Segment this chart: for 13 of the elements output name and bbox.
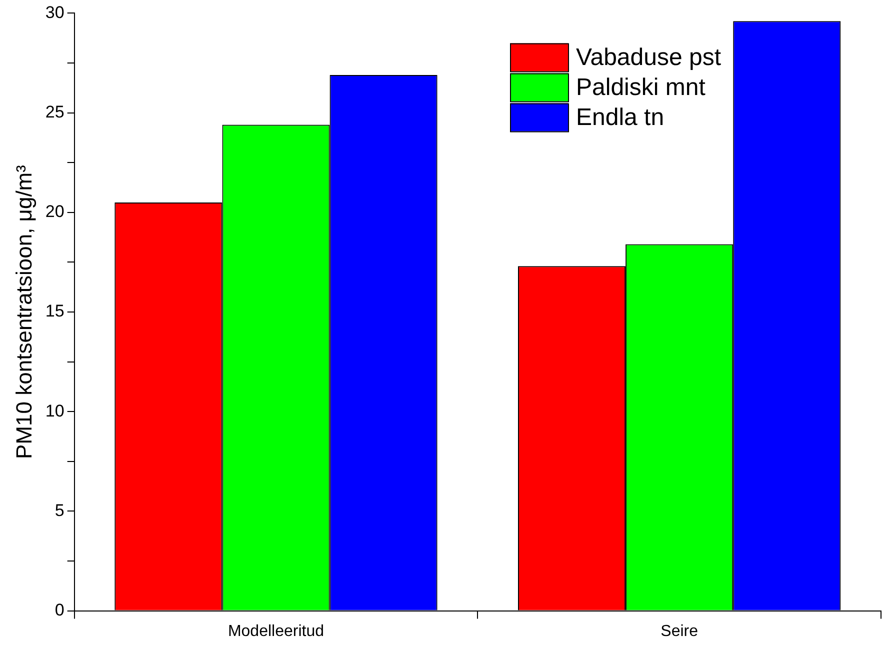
y-tick-label: 30 [45,2,64,22]
x-tick-label: Seire [660,622,698,640]
y-tick-label: 25 [45,102,64,122]
legend-label: Vabaduse pst [576,44,722,71]
legend-label: Paldiski mnt [576,74,706,101]
y-axis-title: PM10 kontsentratsioon, μg/m³ [11,165,36,459]
y-tick-label: 5 [54,500,64,520]
y-tick-label: 15 [45,302,64,321]
y-tick-label: 20 [45,202,64,222]
x-tick-label: Modelleeritud [228,622,324,640]
y-tick-label: 10 [45,401,64,420]
y-tick-label: 0 [54,600,64,620]
legend-label: Endla tn [576,104,664,131]
